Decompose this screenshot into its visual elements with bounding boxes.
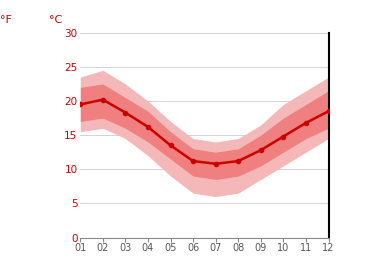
Text: °F: °F bbox=[0, 14, 12, 25]
Text: °C: °C bbox=[49, 14, 62, 25]
